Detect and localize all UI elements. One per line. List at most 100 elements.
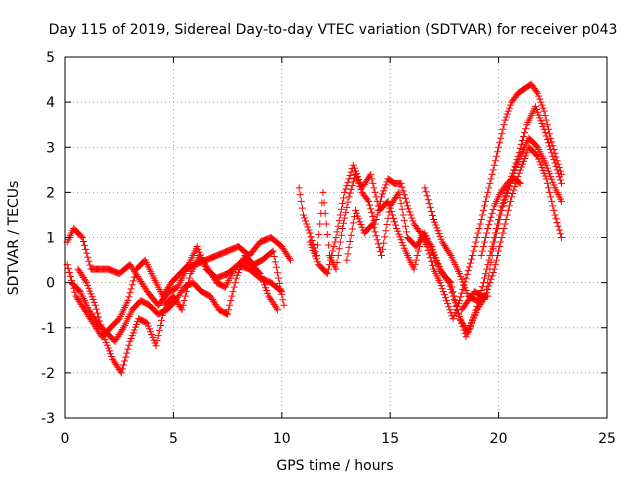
data-point: [440, 291, 448, 299]
data-point: [499, 229, 507, 237]
data-point: [65, 268, 73, 276]
data-point: [522, 125, 530, 133]
data-point: [478, 283, 486, 291]
y-tick-label: 1: [46, 231, 55, 247]
data-point: [344, 198, 352, 206]
data-point: [342, 185, 350, 193]
data-point: [489, 166, 497, 174]
data-point: [547, 146, 555, 154]
data-point: [437, 282, 445, 290]
data-point: [225, 306, 233, 314]
axis-ticks: 0 5 10 15 20 25 -3 -2 -1 0 1 2 3 4 5: [41, 50, 616, 447]
data-point: [182, 288, 190, 296]
data-point: [153, 337, 161, 345]
data-point: [551, 159, 559, 167]
data-point: [337, 205, 345, 213]
data-point: [86, 261, 94, 269]
series-trace-e: [295, 80, 565, 323]
data-point: [465, 263, 473, 271]
data-point: [503, 188, 511, 196]
data-point: [406, 208, 414, 216]
data-point: [476, 220, 484, 228]
data-point: [490, 238, 498, 246]
data-point: [370, 224, 378, 232]
data-point: [533, 88, 541, 96]
data-point: [304, 223, 312, 231]
data-point: [382, 227, 390, 235]
data-point: [297, 197, 305, 205]
data-point: [223, 310, 231, 318]
data-point: [554, 222, 562, 230]
data-point: [286, 256, 294, 264]
series-trace-h: [421, 134, 565, 305]
data-point: [536, 95, 544, 103]
data-point: [462, 274, 470, 282]
data-point: [439, 288, 447, 296]
data-point: [230, 283, 238, 291]
x-tick-label: 10: [273, 431, 291, 447]
data-point: [398, 183, 406, 191]
data-point: [120, 361, 128, 369]
data-point: [91, 301, 99, 309]
data-point: [94, 309, 102, 317]
data-point: [367, 205, 375, 213]
data-point: [491, 261, 499, 269]
data-point: [492, 256, 500, 264]
data-point: [451, 297, 459, 305]
data-point: [487, 258, 495, 266]
data-point: [380, 239, 388, 247]
data-point: [502, 113, 510, 121]
data-point: [486, 217, 494, 225]
data-point: [379, 190, 387, 198]
data-point: [492, 152, 500, 160]
data-point: [66, 272, 74, 280]
data-point: [539, 104, 547, 112]
data-point: [117, 369, 125, 377]
data-point: [485, 272, 493, 280]
data-point: [299, 211, 307, 219]
data-point: [540, 125, 548, 133]
data-point: [482, 197, 490, 205]
data-point: [479, 243, 487, 251]
data-point: [507, 101, 515, 109]
data-point: [491, 157, 499, 165]
x-tick-label: 5: [169, 431, 178, 447]
data-point: [548, 197, 556, 205]
data-point: [556, 230, 564, 238]
data-point: [541, 129, 549, 137]
data-point: [399, 187, 407, 195]
data-point: [464, 267, 472, 275]
data-point: [428, 261, 436, 269]
data-point: [445, 303, 453, 311]
data-point: [78, 234, 86, 241]
data-point: [226, 301, 234, 309]
data-point: [468, 255, 475, 263]
series-trace-c: [68, 247, 288, 345]
data-point: [423, 192, 431, 200]
data-point: [368, 175, 376, 183]
data-point: [427, 258, 435, 266]
data-point: [411, 261, 419, 269]
data-point: [315, 230, 323, 238]
data-point: [497, 238, 505, 246]
data-point: [488, 252, 496, 260]
data-point: [371, 188, 379, 196]
data-point: [394, 190, 402, 198]
data-point: [474, 229, 482, 237]
data-point: [384, 214, 392, 222]
data-point: [345, 193, 353, 201]
data-point: [444, 300, 452, 308]
data-point: [508, 193, 516, 201]
data-point: [369, 220, 377, 228]
data-point: [478, 211, 486, 219]
data-point: [372, 215, 380, 223]
data-point: [543, 179, 551, 187]
data-point: [498, 234, 506, 241]
data-points: [63, 80, 565, 377]
data-point: [306, 229, 314, 237]
data-point: [279, 296, 287, 304]
data-point: [331, 238, 339, 246]
y-tick-label: 4: [46, 95, 55, 111]
data-point: [85, 257, 93, 265]
data-point: [383, 221, 391, 229]
